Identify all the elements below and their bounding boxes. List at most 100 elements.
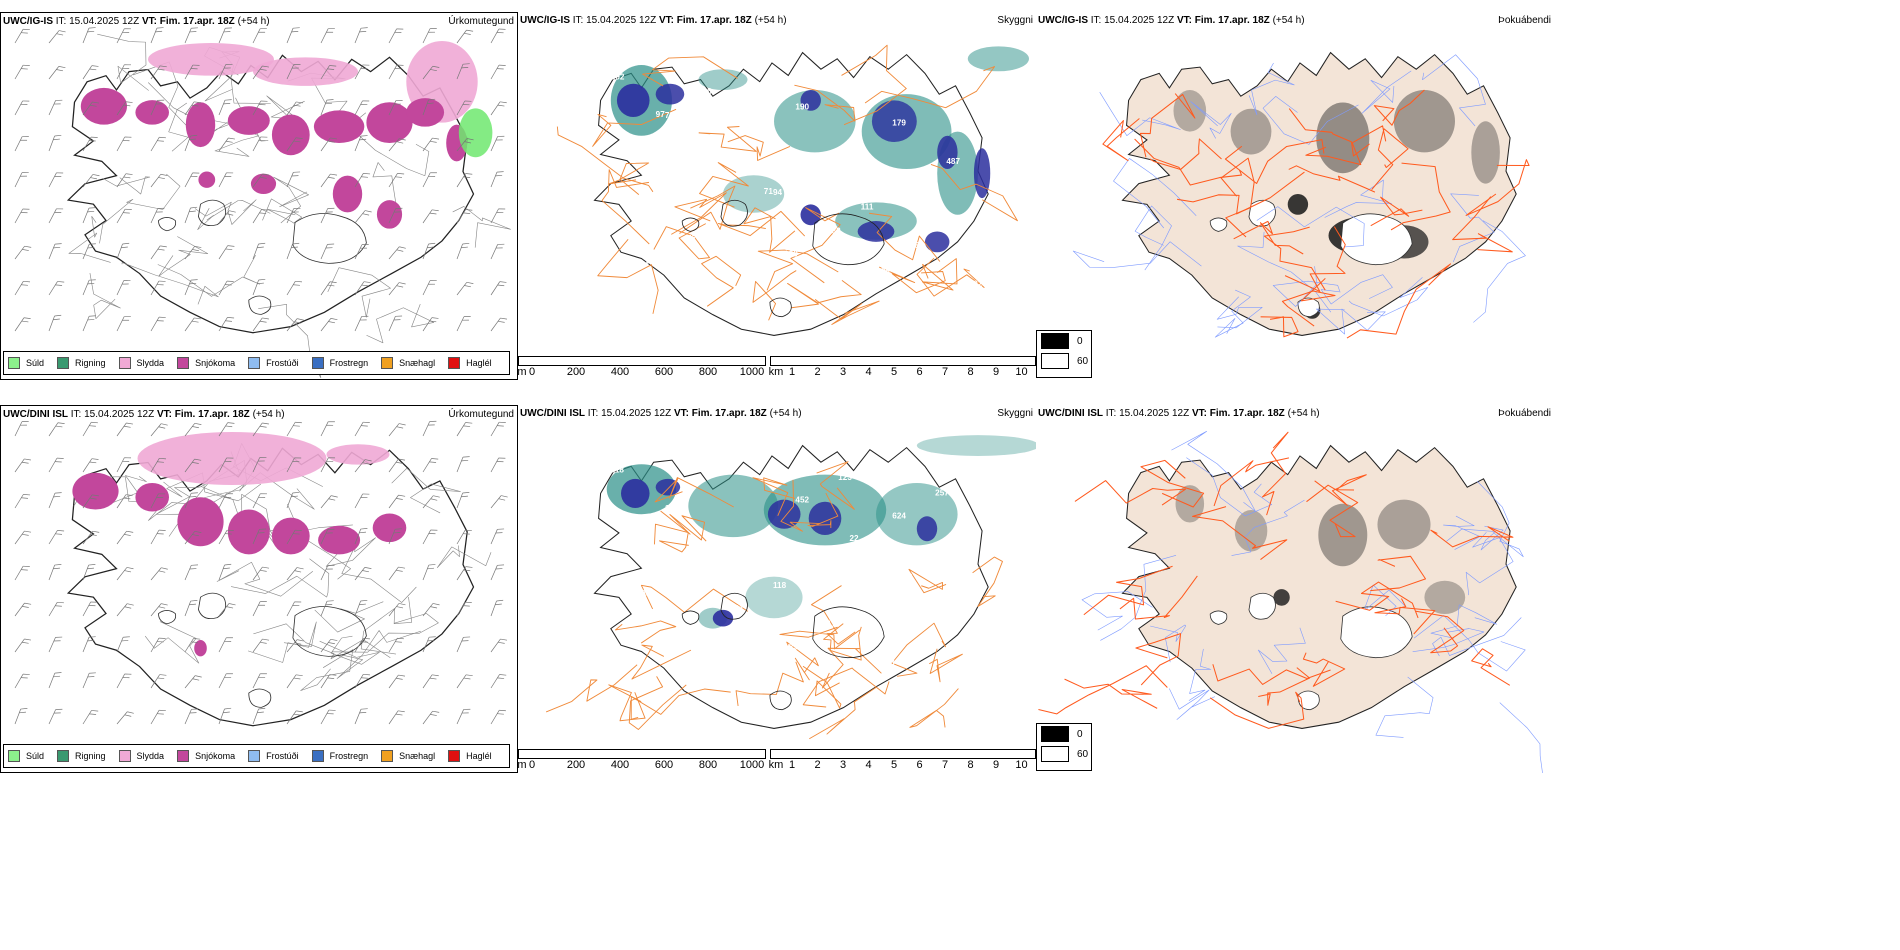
- fog-legend-value: 0: [1077, 728, 1083, 740]
- wind-barb: [150, 567, 168, 581]
- wind-barb: [116, 603, 134, 617]
- glacier-outline: [720, 199, 748, 227]
- wind-barb: [456, 281, 474, 296]
- wind-barb: [320, 421, 335, 437]
- road-line: [1348, 277, 1429, 317]
- ceiling-value-label: 84: [881, 265, 890, 274]
- wind-barb: [82, 279, 96, 296]
- wind-barb: [354, 135, 368, 152]
- wind-barb: [14, 136, 29, 152]
- fog-index-panel: UWC/IG-IS IT: 15.04.2025 12Z VT: Fim. 17…: [1036, 12, 1554, 380]
- legend-swatch: [311, 357, 324, 369]
- legend-label: Slydda: [136, 751, 165, 761]
- low-ceiling-area: [621, 478, 650, 508]
- road-line: [878, 266, 946, 294]
- model-name: UWC/IG-IS: [3, 16, 53, 27]
- fog-swatch: [1041, 353, 1069, 369]
- fog-swatch: [1041, 333, 1069, 349]
- road-line: [630, 688, 731, 720]
- wind-barb: [218, 457, 234, 473]
- road-line: [102, 176, 151, 195]
- ceiling-value-label: 196: [730, 211, 744, 220]
- wind-barb: [286, 171, 301, 188]
- wind-barb: [150, 637, 166, 653]
- wind-barb: [252, 601, 267, 617]
- wind-barb: [354, 173, 371, 188]
- wind-barb: [286, 491, 300, 509]
- scale-tick: 2: [814, 759, 821, 771]
- snowfall-area: [198, 171, 216, 188]
- wind-barb: [490, 674, 507, 689]
- wind-barb: [422, 636, 436, 653]
- fog-area: [1424, 580, 1466, 615]
- scale-tick: 9: [992, 366, 1000, 378]
- ceiling-visibility-panel: UWC/IG-IS IT: 15.04.2025 12Z VT: Fim. 17…: [518, 12, 1036, 380]
- ceiling-scale: m 0 200 400 600 800 1000: [518, 356, 766, 380]
- wind-barb: [422, 242, 436, 260]
- scale-tick: 400: [610, 759, 630, 771]
- low-ceiling-area: [616, 83, 650, 118]
- road-line: [273, 176, 309, 224]
- issue-label: IT:: [587, 408, 599, 419]
- scale-tick: 7: [941, 759, 949, 771]
- wind-barb: [150, 316, 166, 332]
- wind-barb: [184, 27, 198, 44]
- wind-barb: [14, 172, 29, 188]
- road-line: [1288, 108, 1370, 157]
- fog-legend-row: 0: [1041, 331, 1091, 351]
- road-line: [802, 667, 890, 708]
- legend-item: Snjókoma: [177, 357, 235, 369]
- ceiling-map: 118 123 360 118 119 313 257 127 107 121 123 123 624 2…: [545, 435, 1036, 740]
- ceiling-value-label: 36: [904, 573, 913, 582]
- wind-barb: [490, 171, 504, 188]
- valid-label: VT:: [156, 409, 172, 420]
- wind-barb: [456, 100, 472, 116]
- wind-barb: [116, 422, 134, 437]
- wind-barb: [218, 563, 232, 581]
- wind-barb: [252, 136, 268, 152]
- scale-tick: 800: [698, 759, 718, 771]
- wind-barb: [48, 172, 64, 188]
- road-line: [929, 648, 963, 683]
- legend-item: Snjókoma: [177, 750, 235, 762]
- wind-barb: [218, 637, 233, 653]
- wind-barb: [286, 601, 302, 617]
- panel-title: Skyggni: [997, 15, 1033, 26]
- road-line: [1176, 171, 1305, 215]
- wind-barb: [184, 206, 198, 224]
- wind-barb: [14, 708, 28, 725]
- fog-area: [1173, 90, 1207, 132]
- ceiling-value-label: 123: [784, 642, 798, 651]
- road-line: [1134, 138, 1243, 186]
- road-line: [1373, 89, 1425, 126]
- legend-label: Rigning: [75, 358, 106, 368]
- snowfall-area: [194, 640, 207, 657]
- glacier-outline: [720, 592, 748, 620]
- ceiling-value-label: 88: [935, 95, 944, 104]
- wind-barb: [150, 674, 167, 689]
- scale-tick: 9: [992, 759, 1000, 771]
- road-line: [786, 641, 819, 681]
- road-line: [1149, 138, 1222, 170]
- valid-label: VT:: [1191, 408, 1207, 419]
- wind-barb: [252, 173, 270, 188]
- legend-item: Haglél: [448, 357, 492, 369]
- wind-barb: [116, 279, 131, 296]
- legend-label: Slydda: [136, 358, 165, 368]
- scale-tick: 4: [865, 759, 872, 771]
- snowfall-area: [376, 200, 403, 229]
- wind-barb: [184, 134, 198, 152]
- road-line: [1186, 457, 1273, 517]
- wind-barb: [184, 172, 200, 188]
- wind-barb: [48, 564, 62, 581]
- glacier-outline: [292, 606, 367, 657]
- road-line: [332, 613, 439, 653]
- road-line: [99, 173, 181, 244]
- legend-item: Rigning: [57, 357, 106, 369]
- valid-label: VT:: [1176, 15, 1192, 26]
- panel-header: UWC/IG-IS IT: 15.04.2025 12Z VT: Fim. 17…: [1038, 15, 1305, 26]
- wind-barb: [48, 66, 66, 80]
- wind-barb: [82, 672, 96, 689]
- wind-barb: [422, 137, 440, 152]
- scale-tick: 8: [967, 759, 974, 771]
